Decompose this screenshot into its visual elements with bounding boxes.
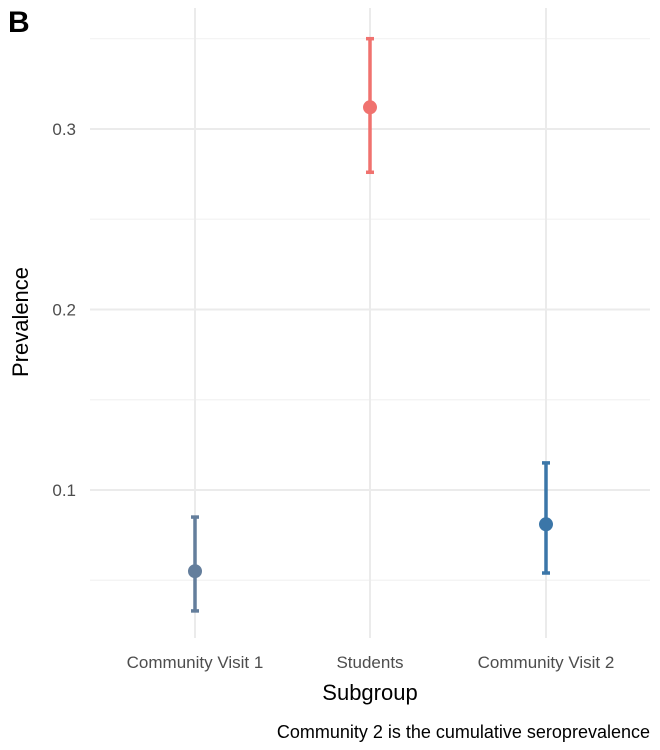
y-tick-label: 0.3 [52,120,76,139]
data-point [539,517,553,532]
y-axis-title: Prevalence [8,267,33,377]
y-tick-label: 0.1 [52,481,76,500]
error-bar-group [188,515,202,613]
panel-label: B [8,6,30,39]
y-tick-label: 0.2 [52,300,76,319]
x-axis-title: Subgroup [322,680,417,705]
data-point [188,564,202,579]
error-bar-group [539,461,553,575]
x-tick-label: Community Visit 2 [478,653,615,672]
data-point [363,100,377,115]
x-tick-label: Students [336,653,403,672]
y-tick-labels: 0.1 0.2 0.3 [52,120,76,500]
error-bar-group [363,36,377,175]
x-tick-labels: Community Visit 1 Students Community Visit… [127,653,615,672]
x-tick-label: Community Visit 1 [127,653,264,672]
chart-marks [188,36,553,613]
caption: Community 2 is the cumulative seropreval… [277,722,650,742]
